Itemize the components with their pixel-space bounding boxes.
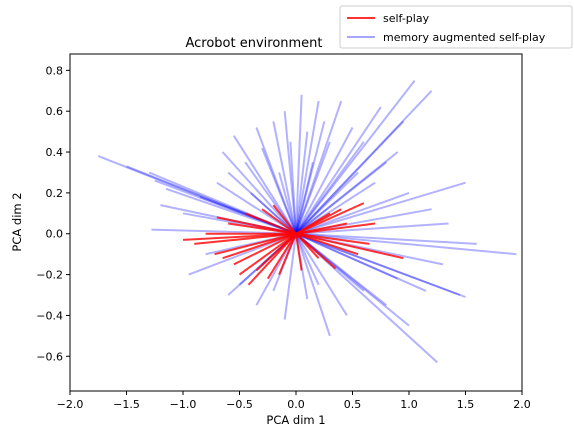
x-tick-label: 1.0 (400, 398, 418, 411)
x-tick-label: 1.5 (457, 398, 475, 411)
series-0-segment (233, 232, 297, 266)
series-0-segment (295, 233, 320, 259)
series-0-segment (261, 208, 297, 235)
series-0-segment (266, 233, 297, 280)
chart-title: Acrobot environment (185, 36, 322, 51)
series-1-segment (295, 181, 466, 235)
x-axis: −2.0 −1.5 −1.0 −0.5 0.0 0.5 1.0 1.5 2.0 (57, 391, 531, 411)
legend-label-self-play: self-play (383, 12, 430, 25)
series-1-segment (295, 161, 314, 234)
series-1-segment (165, 187, 297, 235)
series-1-segment (295, 232, 517, 256)
series-1-segment (295, 151, 399, 235)
legend: self-play memory augmented self-play (339, 5, 573, 49)
series-1-segment (295, 232, 466, 298)
series-1-segment (295, 232, 477, 245)
series-0-segment (272, 204, 297, 235)
series-1-segment (295, 127, 354, 235)
series-1-segment (295, 141, 331, 235)
x-tick-label: −2.0 (57, 398, 84, 411)
series-1-segment (295, 233, 348, 316)
y-tick-label: 0.0 (46, 228, 64, 241)
legend-label-memory-augmented: memory augmented self-play (383, 31, 546, 44)
series-0-segment (295, 232, 404, 260)
series-0-segment (278, 233, 297, 275)
y-tick-label: 0.8 (46, 64, 64, 77)
x-tick-label: 0.5 (344, 398, 362, 411)
series-0-segment (255, 232, 297, 272)
series-0-segment (216, 216, 297, 235)
series-1-segment (221, 151, 297, 235)
series-0-segment (295, 233, 303, 271)
series-0-segment (194, 232, 297, 245)
series-1-segment (255, 127, 297, 235)
legend-frame (339, 5, 573, 49)
series-1-segment (295, 171, 359, 235)
series-1-segment (295, 161, 388, 235)
series-1-segment (272, 121, 297, 234)
x-tick-label: −1.0 (170, 398, 197, 411)
series-1-segment (295, 233, 331, 337)
series-0-segment (244, 212, 297, 235)
series-1-segment (283, 233, 297, 320)
series-1-segment (295, 232, 427, 292)
y-tick-label: −0.2 (36, 269, 63, 282)
series-0-segment (295, 232, 370, 245)
y-tick-label: −0.6 (36, 350, 63, 363)
series-1-segment (295, 141, 365, 235)
series-0-segment (295, 232, 359, 256)
series-0 (182, 202, 404, 286)
series-1-segment (295, 131, 309, 234)
series-1-segment (295, 120, 405, 235)
y-tick-label: 0.2 (46, 187, 64, 200)
series-1-segment (261, 147, 297, 235)
y-axis-label: PCA dim 2 (10, 192, 24, 251)
series-1-segment (295, 79, 416, 235)
series-1-segment (232, 135, 297, 235)
series-1-segment (295, 94, 303, 234)
y-axis: −0.6 −0.4 −0.2 0.0 0.2 0.4 0.6 0.8 (36, 64, 70, 363)
series-0-segment (238, 232, 297, 276)
series-1-segment (289, 141, 297, 234)
series-1-segment (295, 232, 461, 296)
plot-data-layer (97, 79, 517, 364)
x-tick-label: −0.5 (226, 398, 253, 411)
series-0-segment (295, 208, 342, 235)
x-tick-label: −1.5 (113, 398, 140, 411)
series-0-segment (214, 232, 297, 256)
series-1-segment (295, 121, 326, 234)
series-1-segment (295, 222, 449, 235)
series-1-segment (227, 171, 297, 235)
series-1 (97, 79, 517, 364)
y-tick-label: 0.4 (46, 146, 64, 159)
series-1-segment (283, 111, 297, 234)
series-1-segment (295, 90, 433, 235)
x-tick-label: 2.0 (513, 398, 531, 411)
series-1-segment (295, 191, 410, 235)
series-1-segment (295, 106, 382, 235)
x-tick-label: 0.0 (287, 398, 305, 411)
series-1-segment (295, 100, 320, 234)
series-1-segment (278, 172, 297, 234)
series-1-segment (250, 192, 297, 235)
y-tick-label: 0.6 (46, 105, 64, 118)
series-1-segment (295, 233, 320, 286)
series-1-segment (295, 100, 343, 235)
series-0-segment (295, 222, 348, 235)
y-tick-label: −0.4 (36, 309, 63, 322)
x-axis-label: PCA dim 1 (266, 413, 325, 427)
series-1-segment (295, 232, 399, 280)
